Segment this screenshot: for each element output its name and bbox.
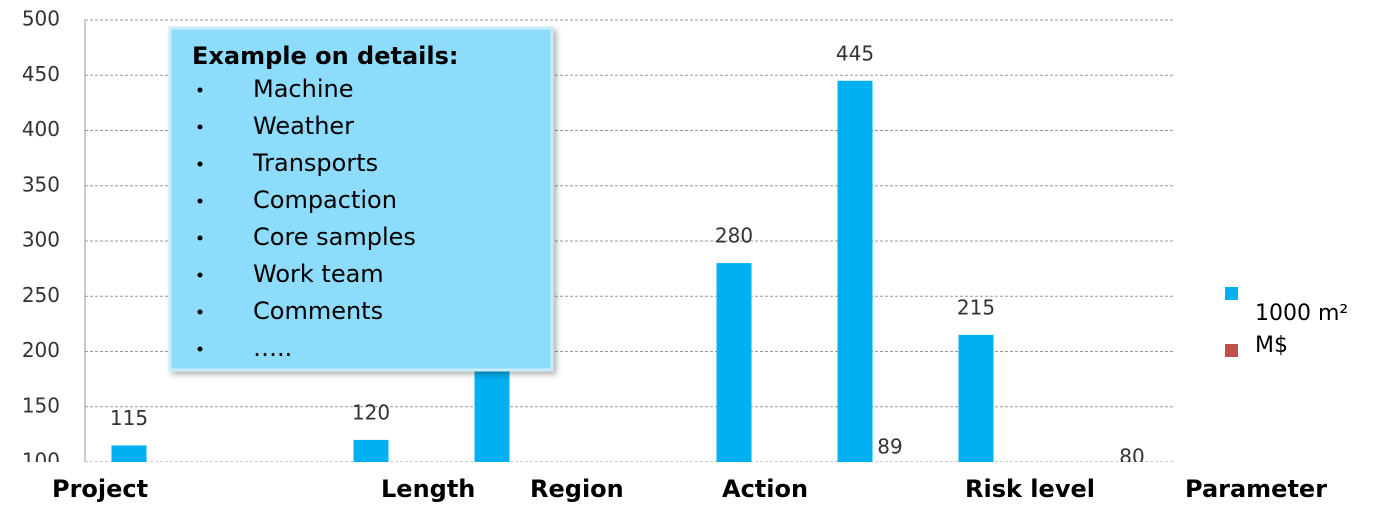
value-label: 89 bbox=[877, 435, 902, 459]
category-label: Risk level bbox=[965, 475, 1095, 503]
value-label: 120 bbox=[352, 400, 390, 424]
y-tick-label: 200 bbox=[22, 338, 60, 362]
legend-label: 1000 m² bbox=[1255, 301, 1348, 326]
callout-item: Comments bbox=[253, 297, 383, 325]
callout-item: Machine bbox=[253, 75, 353, 103]
category-label: Action bbox=[722, 475, 808, 503]
bar bbox=[353, 439, 389, 462]
callout-item: Weather bbox=[253, 112, 354, 140]
y-tick-label: 150 bbox=[22, 393, 60, 417]
callout-item: Core samples bbox=[253, 223, 416, 251]
callout-item: ….. bbox=[253, 334, 292, 362]
category-label: Project bbox=[52, 475, 148, 503]
callout-title: Example on details: bbox=[192, 42, 459, 70]
bar bbox=[873, 474, 908, 506]
callout-box bbox=[168, 26, 554, 372]
legend-label: M$ bbox=[1255, 333, 1288, 358]
legend-swatch bbox=[1225, 287, 1238, 300]
category-label: Region bbox=[530, 475, 624, 503]
bullet bbox=[197, 346, 203, 352]
value-label: 280 bbox=[715, 224, 753, 248]
y-tick-label: 250 bbox=[22, 283, 60, 307]
bar bbox=[958, 334, 994, 462]
category-label: Length bbox=[381, 475, 475, 503]
callout-item: Compaction bbox=[253, 186, 397, 214]
value-label: 115 bbox=[110, 406, 148, 430]
callout-item: Transports bbox=[252, 149, 378, 177]
bar bbox=[837, 80, 873, 462]
callout-item: Work team bbox=[253, 260, 384, 288]
bar bbox=[1115, 484, 1150, 506]
bullet bbox=[197, 272, 203, 278]
bullet bbox=[197, 235, 203, 241]
value-label: 215 bbox=[957, 295, 995, 319]
bullet bbox=[197, 87, 203, 93]
bullet bbox=[197, 198, 203, 204]
y-tick-label: 500 bbox=[22, 7, 60, 31]
y-tick-label: 350 bbox=[22, 172, 60, 196]
value-label: 445 bbox=[836, 41, 874, 65]
bullet bbox=[197, 161, 203, 167]
y-tick-label: 450 bbox=[22, 62, 60, 86]
bar bbox=[716, 263, 752, 462]
y-tick-label: 400 bbox=[22, 117, 60, 141]
category-label: Parameter bbox=[1185, 475, 1327, 503]
bullet bbox=[197, 309, 203, 315]
bar bbox=[111, 445, 147, 462]
bullet bbox=[197, 124, 203, 130]
legend-swatch bbox=[1225, 344, 1238, 357]
y-tick-label: 100 bbox=[22, 449, 60, 473]
y-tick-label: 300 bbox=[22, 228, 60, 252]
value-label: 80 bbox=[1119, 445, 1144, 469]
